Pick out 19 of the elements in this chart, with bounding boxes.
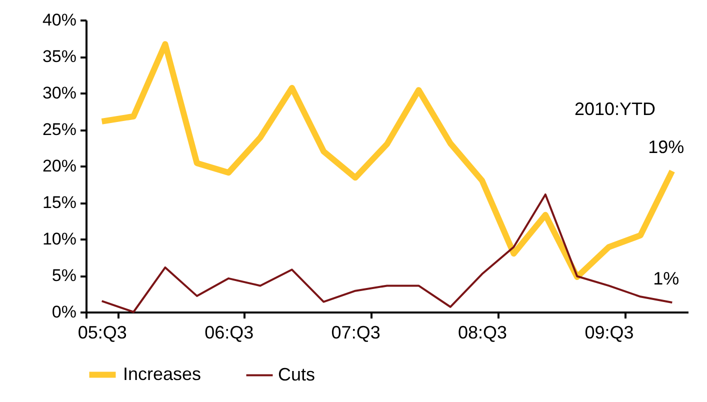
y-tick-label: 10% xyxy=(42,230,76,248)
legend-label: Increases xyxy=(123,364,202,384)
y-tick-label: 5% xyxy=(52,266,76,285)
y-tick-label: 30% xyxy=(42,84,76,102)
y-tick-label: 20% xyxy=(42,156,76,176)
y-tick-label: 40% xyxy=(42,10,76,30)
y-tick-label: 25% xyxy=(42,120,76,139)
annotation: 2010:YTD xyxy=(574,99,656,119)
x-tick-label: 06:Q3 xyxy=(204,322,254,342)
data-label: 19% xyxy=(648,137,684,158)
legend-label: Cuts xyxy=(278,364,316,384)
x-tick-label: 07:Q3 xyxy=(331,322,380,342)
y-tick-label: 15% xyxy=(42,193,76,212)
x-tick-label: 09:Q3 xyxy=(584,322,634,342)
y-tick-label: 35% xyxy=(42,47,76,66)
data-label: 1% xyxy=(653,268,680,289)
y-tick-label: 0% xyxy=(52,302,76,322)
x-tick-label: 05:Q3 xyxy=(78,322,127,342)
x-tick-label: 08:Q3 xyxy=(458,322,508,342)
